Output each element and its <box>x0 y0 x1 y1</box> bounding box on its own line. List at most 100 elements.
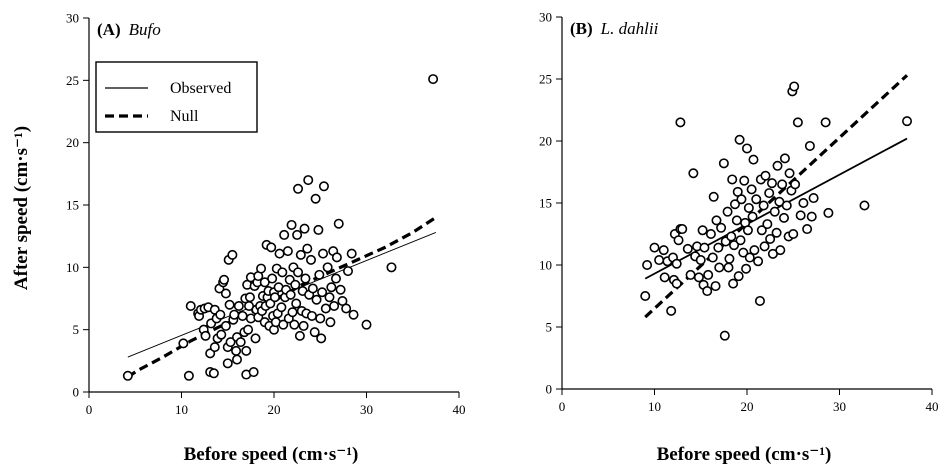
panel-a-y-axis-title: After speed (cm·s⁻¹) <box>11 126 32 290</box>
panel-b-data-point <box>776 246 784 254</box>
panel-b-data-point <box>796 211 804 219</box>
panel-a-data-point <box>299 322 307 330</box>
panel-b-data-point <box>700 243 708 251</box>
panel-b-x-axis-title: Before speed (cm·s⁻¹) <box>657 444 832 465</box>
panel-a-data-point <box>293 231 301 239</box>
panel-b-data-point <box>655 256 663 264</box>
panel-b-data-point <box>756 297 764 305</box>
panel-b-data-point <box>715 263 723 271</box>
panel-b-y-tick-label: 0 <box>546 382 553 397</box>
legend-observed-label: Observed <box>170 80 231 97</box>
panel-a-data-point <box>238 312 246 320</box>
panel-b-data-point <box>759 201 767 209</box>
panel-b-data-point <box>720 159 728 167</box>
panel-b-y-tick-label: 15 <box>539 196 552 211</box>
panel-b-data-point <box>824 209 832 217</box>
panel-b-data-point <box>721 331 729 339</box>
panel-a-data-point <box>315 271 323 279</box>
panel-b-data-point <box>735 136 743 144</box>
panel-a-data-point <box>292 299 300 307</box>
panel-a-data-point <box>314 226 322 234</box>
panel-a-data-point <box>308 312 316 320</box>
panel-a-data-point <box>287 221 295 229</box>
panel-a-x-tick-label: 10 <box>175 402 188 417</box>
panel-b-data-point <box>724 263 732 271</box>
panel-a-data-point <box>317 334 325 342</box>
panel-b-data-point <box>667 307 675 315</box>
panel-a-x-tick-label: 30 <box>360 402 373 417</box>
panel-b-x-tick-label: 40 <box>926 399 938 414</box>
panel-b-y-tick-label: 30 <box>539 10 552 25</box>
panel-b-data-point <box>697 256 705 264</box>
panel-a-data-point <box>387 263 395 271</box>
panel-b-data-point <box>707 230 715 238</box>
panel-b-data-point <box>747 185 755 193</box>
panel-a-y-tick-label: 15 <box>66 198 79 213</box>
panel-a-data-point <box>278 268 286 276</box>
panel-b-data-point <box>729 279 737 287</box>
panel-a-data-point <box>309 284 317 292</box>
panel-b-data-point <box>733 216 741 224</box>
panel-b-data-point <box>710 193 718 201</box>
panel-b-data-point <box>684 245 692 253</box>
panel-b-data-point <box>736 236 744 244</box>
panel-a-data-point <box>303 244 311 252</box>
panel-a-data-point <box>316 314 324 322</box>
panel-a-data-point <box>344 267 352 275</box>
panel-b-data-point <box>717 224 725 232</box>
panel-a-data-point <box>280 231 288 239</box>
panel-b-data-point <box>725 255 733 263</box>
panel-b-data-point <box>704 271 712 279</box>
panel-b-data-point <box>768 179 776 187</box>
panel-a-y-tick-label: 20 <box>66 135 79 150</box>
panel-a-data-point <box>228 251 236 259</box>
panel-a-data-point <box>271 293 279 301</box>
panel-a-panel-label: (A)Bufo <box>97 20 161 39</box>
panel-a-data-point <box>225 301 233 309</box>
panel-b-x-tick-label: 30 <box>833 399 846 414</box>
panel-b-panel-letter: (B) <box>570 19 593 38</box>
panel-a-data-point <box>210 369 218 377</box>
panel-a-data-point <box>320 182 328 190</box>
panel-b-data-point <box>780 214 788 222</box>
panel-b-data-point <box>809 194 817 202</box>
panel-b-data-point <box>709 253 717 261</box>
panel-a-data-point <box>233 355 241 363</box>
panel-b-data-point <box>783 201 791 209</box>
panel-b-data-point <box>903 117 911 125</box>
panel-a-panel-letter: (A) <box>97 20 121 39</box>
panel-b-data-point <box>752 195 760 203</box>
panel-b-data-point <box>772 229 780 237</box>
panel-b-x-tick-label: 20 <box>741 399 754 414</box>
panel-a-data-point <box>222 289 230 297</box>
panel-a-data-point <box>220 276 228 284</box>
panel-b-data-point <box>745 204 753 212</box>
panel-a-x-tick-label: 20 <box>268 402 281 417</box>
panel-a-data-point <box>232 347 240 355</box>
panel-b-data-point <box>781 154 789 162</box>
panel-b-data-point <box>771 207 779 215</box>
panel-b-panel-label: (B)L. dahlii <box>570 19 659 38</box>
panel-b-data-point <box>689 169 697 177</box>
panel-b-data-point <box>749 155 757 163</box>
panel-b-data-point <box>714 243 722 251</box>
panel-a-x-tick-label: 0 <box>86 402 93 417</box>
panel-a-data-point <box>326 318 334 326</box>
panel-b-data-point <box>765 189 773 197</box>
panel-b-data-point <box>727 232 735 240</box>
panel-b-data-point <box>737 195 745 203</box>
panel-b-x-tick-label: 0 <box>559 399 566 414</box>
panel-b-data-point <box>698 226 706 234</box>
panel-b-data-point <box>860 201 868 209</box>
panel-a-data-point <box>304 176 312 184</box>
panel-a-data-point <box>319 249 327 257</box>
panel-a-data-point <box>296 332 304 340</box>
panel-b-data-point <box>778 180 786 188</box>
panel-a-data-point <box>327 283 335 291</box>
panel-b-data-point <box>799 199 807 207</box>
panel-a-data-point <box>290 320 298 328</box>
